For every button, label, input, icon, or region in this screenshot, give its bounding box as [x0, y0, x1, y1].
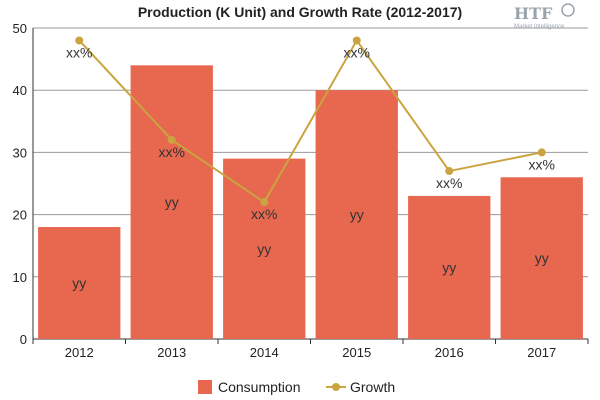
growth-data-label: xx%	[344, 44, 370, 60]
growth-data-label: xx%	[529, 156, 555, 172]
bar-data-label: yy	[72, 275, 86, 291]
y-tick-label: 30	[13, 145, 27, 160]
x-tick-label: 2015	[342, 345, 371, 360]
x-axis: 2012 2013 2014 2015 2016 2017	[32, 339, 589, 360]
legend-consumption-swatch	[198, 380, 212, 394]
legend-growth-label: Growth	[350, 379, 395, 395]
y-tick-label: 0	[20, 332, 27, 347]
bar-data-label: yy	[257, 241, 271, 257]
bar-data-label: yy	[165, 194, 179, 210]
y-tick-label: 10	[13, 270, 27, 285]
bar-data-label: yy	[442, 259, 456, 275]
bar-data-label: yy	[535, 250, 549, 266]
x-tick-label: 2017	[527, 345, 556, 360]
x-tick-label: 2016	[435, 345, 464, 360]
bar-data-label: yy	[350, 207, 364, 223]
bars: yy yy yy yy yy yy	[38, 65, 583, 339]
growth-point-2017	[537, 148, 546, 157]
y-tick-label: 20	[13, 208, 27, 223]
y-axis: 0 10 20 30 40 50	[13, 21, 27, 347]
growth-line: xx% xx% xx% xx% xx% xx%	[66, 36, 555, 222]
growth-data-label: xx%	[436, 175, 462, 191]
legend-consumption-label: Consumption	[218, 379, 301, 395]
growth-point-2012	[75, 36, 84, 45]
x-tick-label: 2012	[65, 345, 94, 360]
growth-data-label: xx%	[159, 144, 185, 160]
growth-point-2014	[260, 198, 269, 207]
logo-text: HTF	[514, 4, 553, 23]
growth-point-2015	[352, 36, 361, 45]
y-tick-label: 40	[13, 83, 27, 98]
growth-series-line	[78, 38, 542, 204]
growth-data-label: xx%	[66, 44, 92, 60]
bar-2012	[38, 227, 121, 339]
bar-2015	[315, 90, 398, 339]
legend-growth-marker	[332, 383, 340, 391]
y-tick-label: 50	[13, 21, 27, 36]
growth-data-label: xx%	[251, 206, 277, 222]
growth-point-2013	[167, 135, 176, 144]
bar-2017	[500, 177, 583, 339]
bar-2014	[223, 158, 306, 339]
htf-logo: HTF Market Intelligence	[514, 3, 575, 30]
bar-2016	[408, 195, 491, 339]
logo-globe-icon	[561, 3, 575, 17]
x-tick-label: 2014	[250, 345, 279, 360]
x-tick-label: 2013	[157, 345, 186, 360]
legend: Consumption Growth	[198, 379, 395, 395]
growth-point-2016	[445, 167, 454, 176]
chart-title: Production (K Unit) and Growth Rate (201…	[138, 4, 462, 20]
logo-subtitle: Market Intelligence	[514, 24, 565, 30]
